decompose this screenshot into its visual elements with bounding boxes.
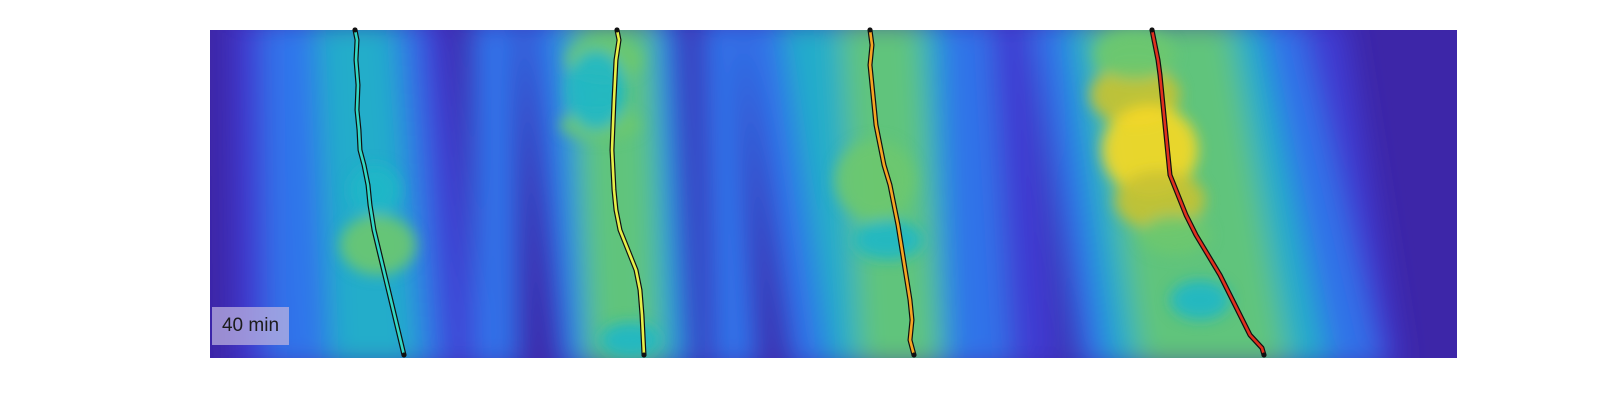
track-4	[1150, 28, 1266, 357]
track-3-start-marker	[867, 27, 873, 33]
heat-spot-7	[835, 140, 915, 220]
heat-spot-13	[1170, 280, 1230, 320]
track-2	[610, 28, 646, 357]
time-scale-label: 40 min	[212, 307, 289, 345]
heat-band-14	[990, 30, 1060, 358]
heat-band-10	[700, 30, 760, 358]
heat-spot-12	[1140, 215, 1210, 255]
track-1	[353, 28, 406, 357]
track-2-end-marker	[641, 352, 647, 358]
heat-band-1	[232, 30, 272, 358]
track-4-start-marker	[1149, 27, 1155, 33]
track-layer	[352, 27, 1267, 358]
track-1-end-marker	[401, 352, 407, 358]
heat-band-6	[470, 30, 520, 358]
heat-spot-8	[853, 220, 923, 260]
heat-spot-6	[600, 322, 660, 358]
heat-spot-11	[1115, 170, 1205, 230]
heat-spot-14	[1095, 30, 1175, 80]
track-3	[868, 28, 916, 357]
track-2-start-marker	[614, 27, 620, 33]
track-1-start-marker	[352, 27, 358, 33]
heat-spot-2	[350, 165, 400, 215]
track-4-end-marker	[1261, 352, 1267, 358]
track-3-end-marker	[911, 352, 917, 358]
kymograph-panel	[210, 30, 1457, 358]
heat-band-5	[420, 30, 479, 358]
heat-spot-5	[566, 50, 626, 130]
heat-band-18	[1302, 30, 1399, 358]
